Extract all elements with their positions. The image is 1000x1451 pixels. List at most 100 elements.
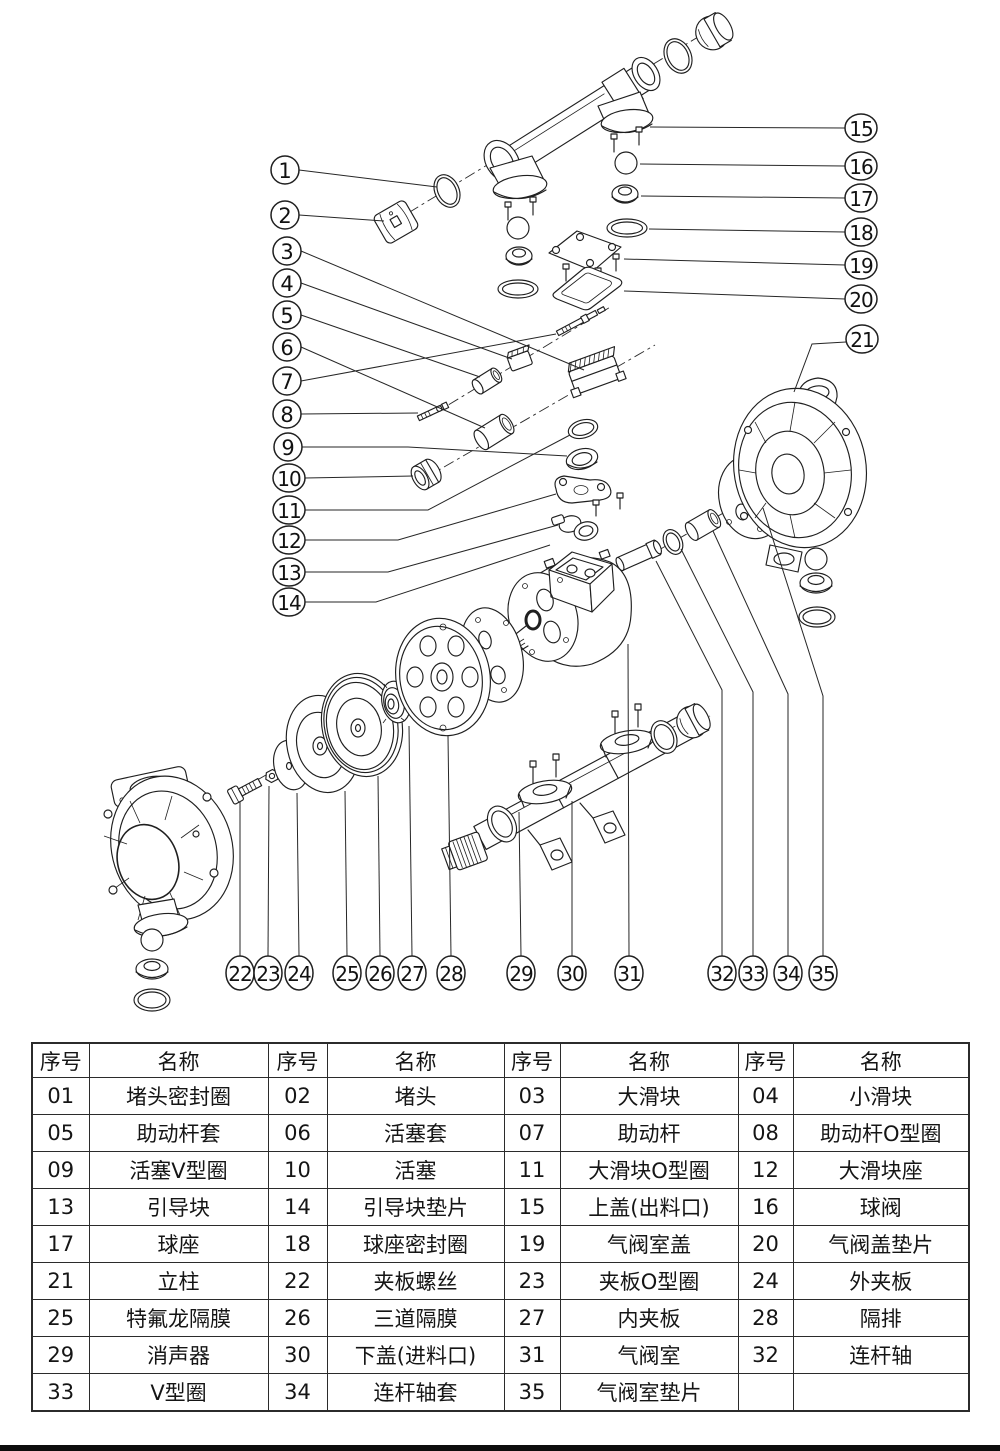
part-number-cell: 18 [267,1225,328,1263]
part-number-cell: 29 [31,1336,90,1374]
leader-line-28 [447,735,452,957]
leader-line-4 [300,282,513,360]
leader-line-3 [300,250,585,371]
part-name-cell: 夹板螺丝 [326,1262,505,1300]
part-name-cell: 引导块 [88,1188,269,1226]
callout-circle-24 [284,955,314,991]
ball-valve-upper-right [614,151,638,175]
callout-number-25: 25 [335,962,358,986]
spacer-manifold-plate [395,617,491,737]
callout-circle-30 [557,955,587,991]
leader-line-32 [655,560,723,956]
callout-number-12: 12 [277,529,300,553]
parts-table-grid: 序号 名称 序号 名称 序号 名称 序号 名称 01 堵头密封圈 02 堵头 03 大滑块 04 小滑块 05 助… [31,1042,970,1412]
table-row-8: 29 消声器 30 下盖(进料口) 31 气阀室 32 连杆轴 [31,1336,970,1374]
callout-circle-16 [844,151,878,181]
callout-number-31: 31 [617,962,640,986]
part-number-cell: 11 [503,1151,561,1189]
ball-seat-upper-right [611,184,639,204]
callout-circle-8 [272,399,302,429]
callout-circle-27 [397,955,427,991]
part-number-cell: 09 [31,1151,90,1189]
callout-number-35: 35 [811,962,834,986]
callout-circle-13 [272,557,306,587]
callout-number-9: 9 [281,436,294,460]
right-outer-casing [732,377,868,573]
part-number-cell: 02 [267,1077,328,1115]
leader-line-16 [639,163,846,167]
part-number-cell: 15 [503,1188,561,1226]
part-name-cell: 大滑块O型圈 [559,1151,739,1189]
part-number-cell: 21 [31,1262,90,1300]
header-name: 名称 [792,1042,970,1078]
leader-line-17 [640,195,846,199]
part-name-cell: 活塞V型圈 [88,1151,269,1189]
callout-number-6: 6 [280,336,293,360]
part-number-cell: 13 [31,1188,90,1226]
callout-circle-26 [365,955,395,991]
callout-number-17: 17 [849,187,873,211]
leader-line-19 [623,258,846,266]
callout-number-13: 13 [277,561,301,585]
seat-seal-upper-right [606,218,648,238]
left-outer-casing [103,766,234,938]
part-number-cell: 20 [737,1225,794,1263]
part-number-cell: 27 [503,1299,561,1337]
leader-line-25 [344,790,348,957]
callout-circle-9 [273,432,303,462]
part-name-cell: 消声器 [88,1336,269,1374]
header-name: 名称 [326,1042,505,1078]
callout-number-23: 23 [256,962,280,986]
part-name-cell: 大滑块座 [792,1151,970,1189]
part-number-cell: 22 [267,1262,328,1300]
leader-line-20 [623,290,846,300]
part-number-cell: 01 [31,1077,90,1115]
callout-circle-19 [844,250,878,280]
parts-table: 序号 名称 序号 名称 序号 名称 序号 名称 01 堵头密封圈 02 堵头 03 大滑块 04 小滑块 05 助… [31,1042,970,1412]
part-number-cell: 07 [503,1114,561,1152]
callout-number-4: 4 [280,272,293,296]
part-name-cell [792,1373,970,1412]
callout-number-20: 20 [849,288,873,312]
callout-circle-31 [614,955,644,991]
table-header-row: 序号 名称 序号 名称 序号 名称 序号 名称 [31,1042,970,1078]
callout-number-29: 29 [509,962,533,986]
part-number-cell: 04 [737,1077,794,1115]
part-number-cell: 32 [737,1336,794,1374]
part-number-cell: 17 [31,1225,90,1263]
big-slider [567,346,627,399]
part-number-cell: 33 [31,1373,90,1412]
part-number-cell: 28 [737,1299,794,1337]
callout-number-7: 7 [280,370,293,394]
callout-circle-6 [272,332,302,362]
callout-circle-12 [272,525,306,555]
callout-number-21: 21 [850,328,873,352]
callout-circle-32 [707,955,737,991]
table-row-6: 21 立柱 22 夹板螺丝 23 夹板O型圈 24 外夹板 [31,1262,970,1300]
ball-seat-right-lower [799,572,833,594]
table-row-5: 17 球座 18 球座密封圈 19 气阀室盖 20 气阀盖垫片 [31,1225,970,1263]
air-valve-cover-gasket [552,266,623,311]
callout-number-8: 8 [280,403,293,427]
callout-circle-18 [844,217,878,247]
center-body-air-chamber [500,548,632,667]
ball-valve-right-lower [804,547,828,571]
top-manifold-outlet-cover [483,56,661,221]
part-number-cell: 16 [737,1188,794,1226]
part-number-cell: 06 [267,1114,328,1152]
leader-line-26 [377,775,381,957]
callout-circle-5 [272,300,302,330]
seat-seal-upper-left [497,279,539,299]
callout-circle-33 [738,955,768,991]
part-name-cell: 活塞 [326,1151,505,1189]
part-number-cell: 24 [737,1262,794,1300]
plug-cap-left [373,200,419,244]
part-name-cell: 活塞套 [326,1114,505,1152]
part-number-cell: 35 [503,1373,561,1412]
part-name-cell: V型圈 [88,1373,269,1412]
callout-number-27: 27 [400,962,424,986]
leader-line-23 [267,785,270,957]
leader-line-27 [408,725,413,957]
part-name-cell: 立柱 [88,1262,269,1300]
piston-sleeve [473,413,515,451]
